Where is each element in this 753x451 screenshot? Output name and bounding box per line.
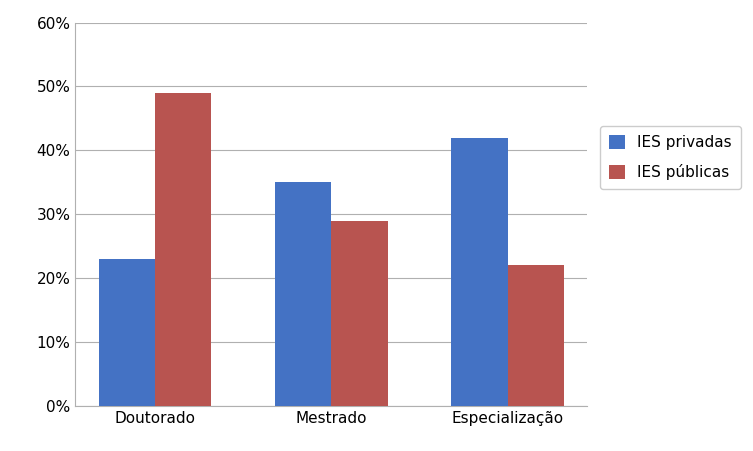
Bar	[99, 259, 155, 406]
Bar	[155, 93, 212, 406]
Bar	[508, 265, 564, 406]
Bar	[451, 138, 508, 406]
Bar	[331, 221, 388, 406]
Legend: IES privadas, IES públicas: IES privadas, IES públicas	[600, 126, 740, 189]
Bar	[275, 182, 331, 406]
